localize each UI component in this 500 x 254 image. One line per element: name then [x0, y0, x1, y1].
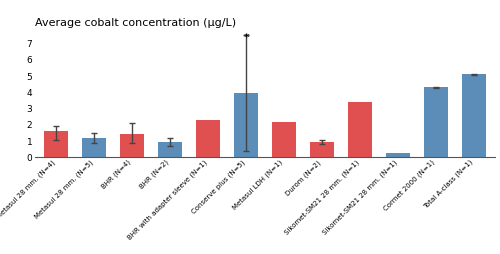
Bar: [386, 153, 410, 157]
Bar: [82, 138, 106, 157]
Bar: [348, 102, 372, 157]
Bar: [272, 122, 296, 157]
Bar: [158, 142, 182, 157]
Bar: [310, 142, 334, 157]
Bar: [44, 131, 68, 157]
Text: Average cobalt concentration (μg/L): Average cobalt concentration (μg/L): [35, 18, 236, 28]
Bar: [120, 134, 144, 157]
Bar: [196, 120, 220, 157]
Bar: [234, 93, 258, 157]
Bar: [462, 74, 486, 157]
Bar: [424, 87, 448, 157]
Text: *: *: [243, 33, 249, 43]
